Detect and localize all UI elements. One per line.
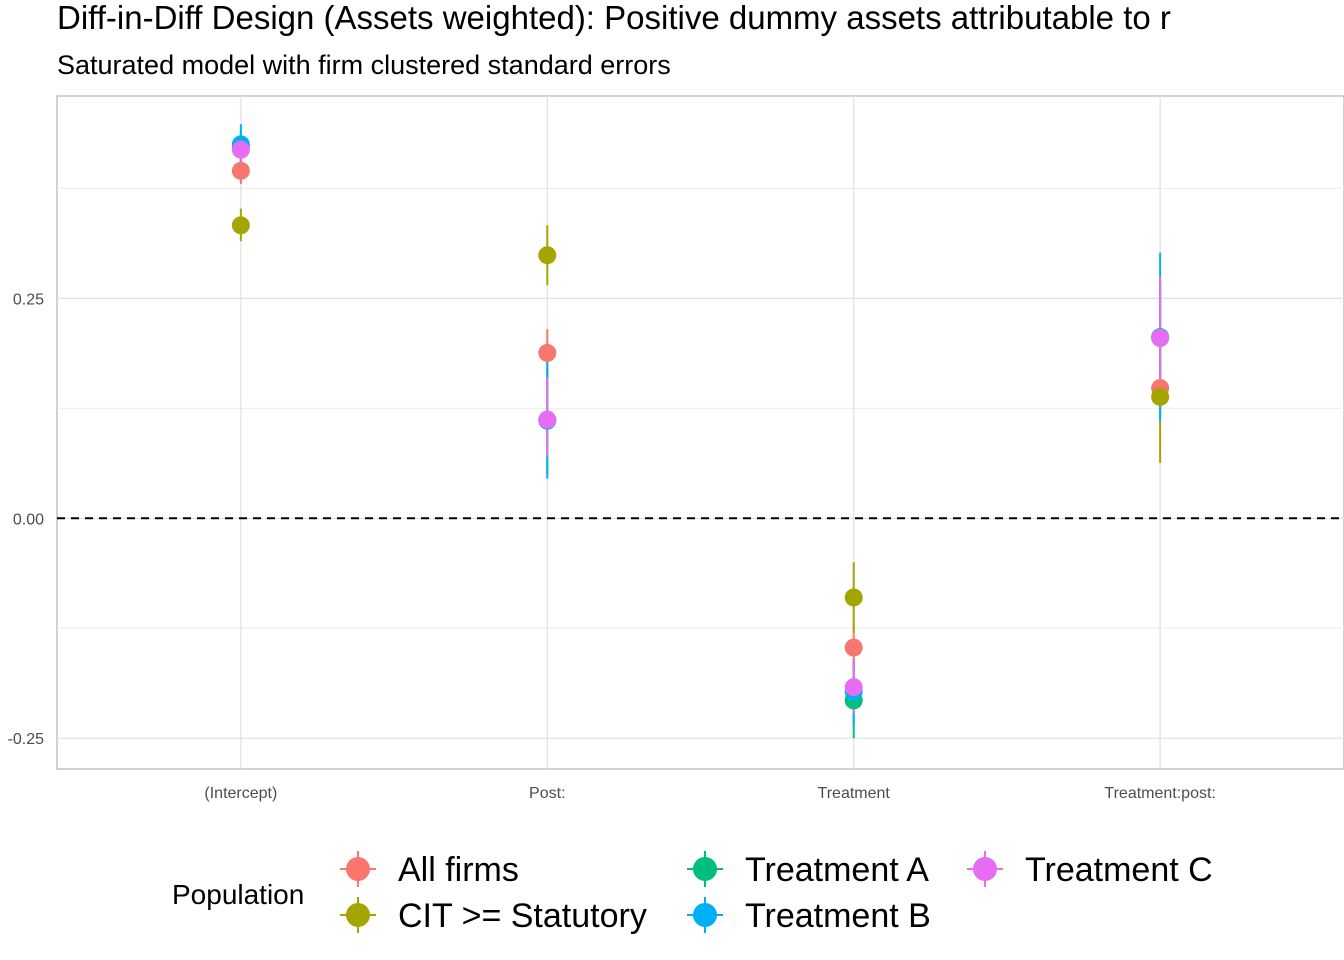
chart-title: Diff-in-Diff Design (Assets weighted): P… (57, 0, 1171, 36)
legend-key-point (973, 857, 997, 881)
data-point (231, 140, 250, 159)
legend-label: Treatment A (745, 851, 929, 889)
legend-label: All firms (398, 851, 519, 889)
legend-key-point (346, 903, 370, 927)
data-point (538, 246, 557, 265)
y-tick-label: 0.25 (13, 291, 44, 308)
legend-title: Population (172, 879, 304, 910)
legend-label: Treatment B (745, 897, 931, 935)
y-tick-label: 0.00 (13, 511, 44, 528)
legend-label: CIT >= Statutory (398, 897, 647, 935)
data-point (231, 161, 250, 180)
data-point (538, 343, 557, 362)
legend-label: Treatment C (1025, 851, 1213, 889)
data-point (1151, 387, 1170, 406)
legend: Population All firms CIT >= Statutory Treat… (172, 851, 1213, 935)
data-point (231, 216, 250, 235)
chart-subtitle: Saturated model with firm clustered stan… (57, 50, 671, 80)
x-tick-label: Post: (529, 785, 565, 802)
x-tick-label: Treatment:post: (1104, 785, 1215, 802)
x-tick-label: Treatment (818, 785, 891, 802)
data-point (844, 678, 863, 697)
data-point (844, 638, 863, 657)
y-tick-label: -0.25 (8, 731, 45, 748)
x-tick-label: (Intercept) (204, 785, 277, 802)
panel-border (56, 95, 1344, 770)
legend-key-point (693, 857, 717, 881)
data-point (538, 410, 557, 429)
data-point (844, 588, 863, 607)
legend-key-point (346, 857, 370, 881)
legend-key-point (693, 903, 717, 927)
plot-area: -0.25 0.00 0.25 (Intercept) Post: Treatment Tr… (8, 95, 1344, 802)
data-point (1151, 328, 1170, 347)
